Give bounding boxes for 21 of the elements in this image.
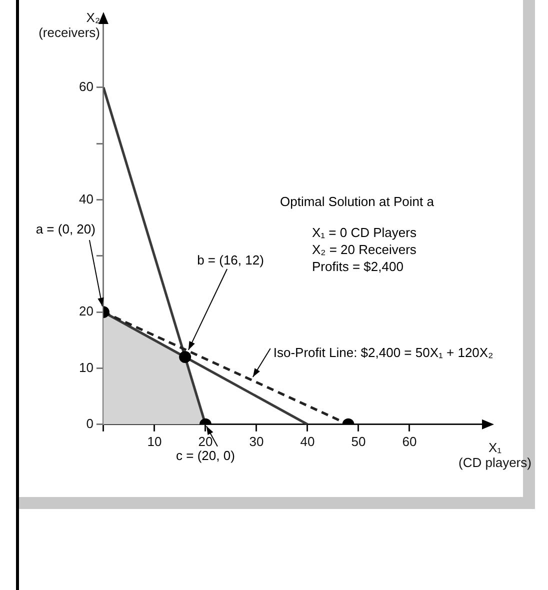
x-axis-title: X₁ (CD players): [458, 440, 532, 470]
annotation: X₂ = 20 Receivers: [311, 241, 418, 258]
annotation: Profits = $2,400: [311, 258, 404, 275]
annotation: b = (16, 12): [197, 252, 264, 268]
y-tick-label: 60: [78, 78, 94, 94]
y-tick-label: 10: [78, 360, 94, 375]
y-tick-label: 40: [78, 191, 94, 206]
y-tick-label: 0: [86, 416, 94, 431]
annotation: a = (0, 20): [36, 222, 96, 237]
y-tick-label: 20: [78, 304, 94, 319]
annotation: X₁ = 0 CD Players: [311, 224, 418, 241]
x-tick-label: 30: [249, 434, 264, 449]
x-tick-label: 40: [300, 434, 315, 449]
y-axis-title: X₂ (receivers): [38, 10, 100, 40]
annotation: c = (20, 0): [176, 448, 235, 463]
x-tick-label: 10: [147, 434, 162, 449]
x-tick-label: 20: [198, 434, 213, 449]
x-tick-label: 50: [351, 434, 366, 449]
x-tick-label: 60: [402, 434, 417, 449]
annotation: Iso-Profit Line: $2,400 = 50X₁ + 120X₂: [273, 345, 494, 360]
annotation: Optimal Solution at Point a: [280, 193, 434, 210]
